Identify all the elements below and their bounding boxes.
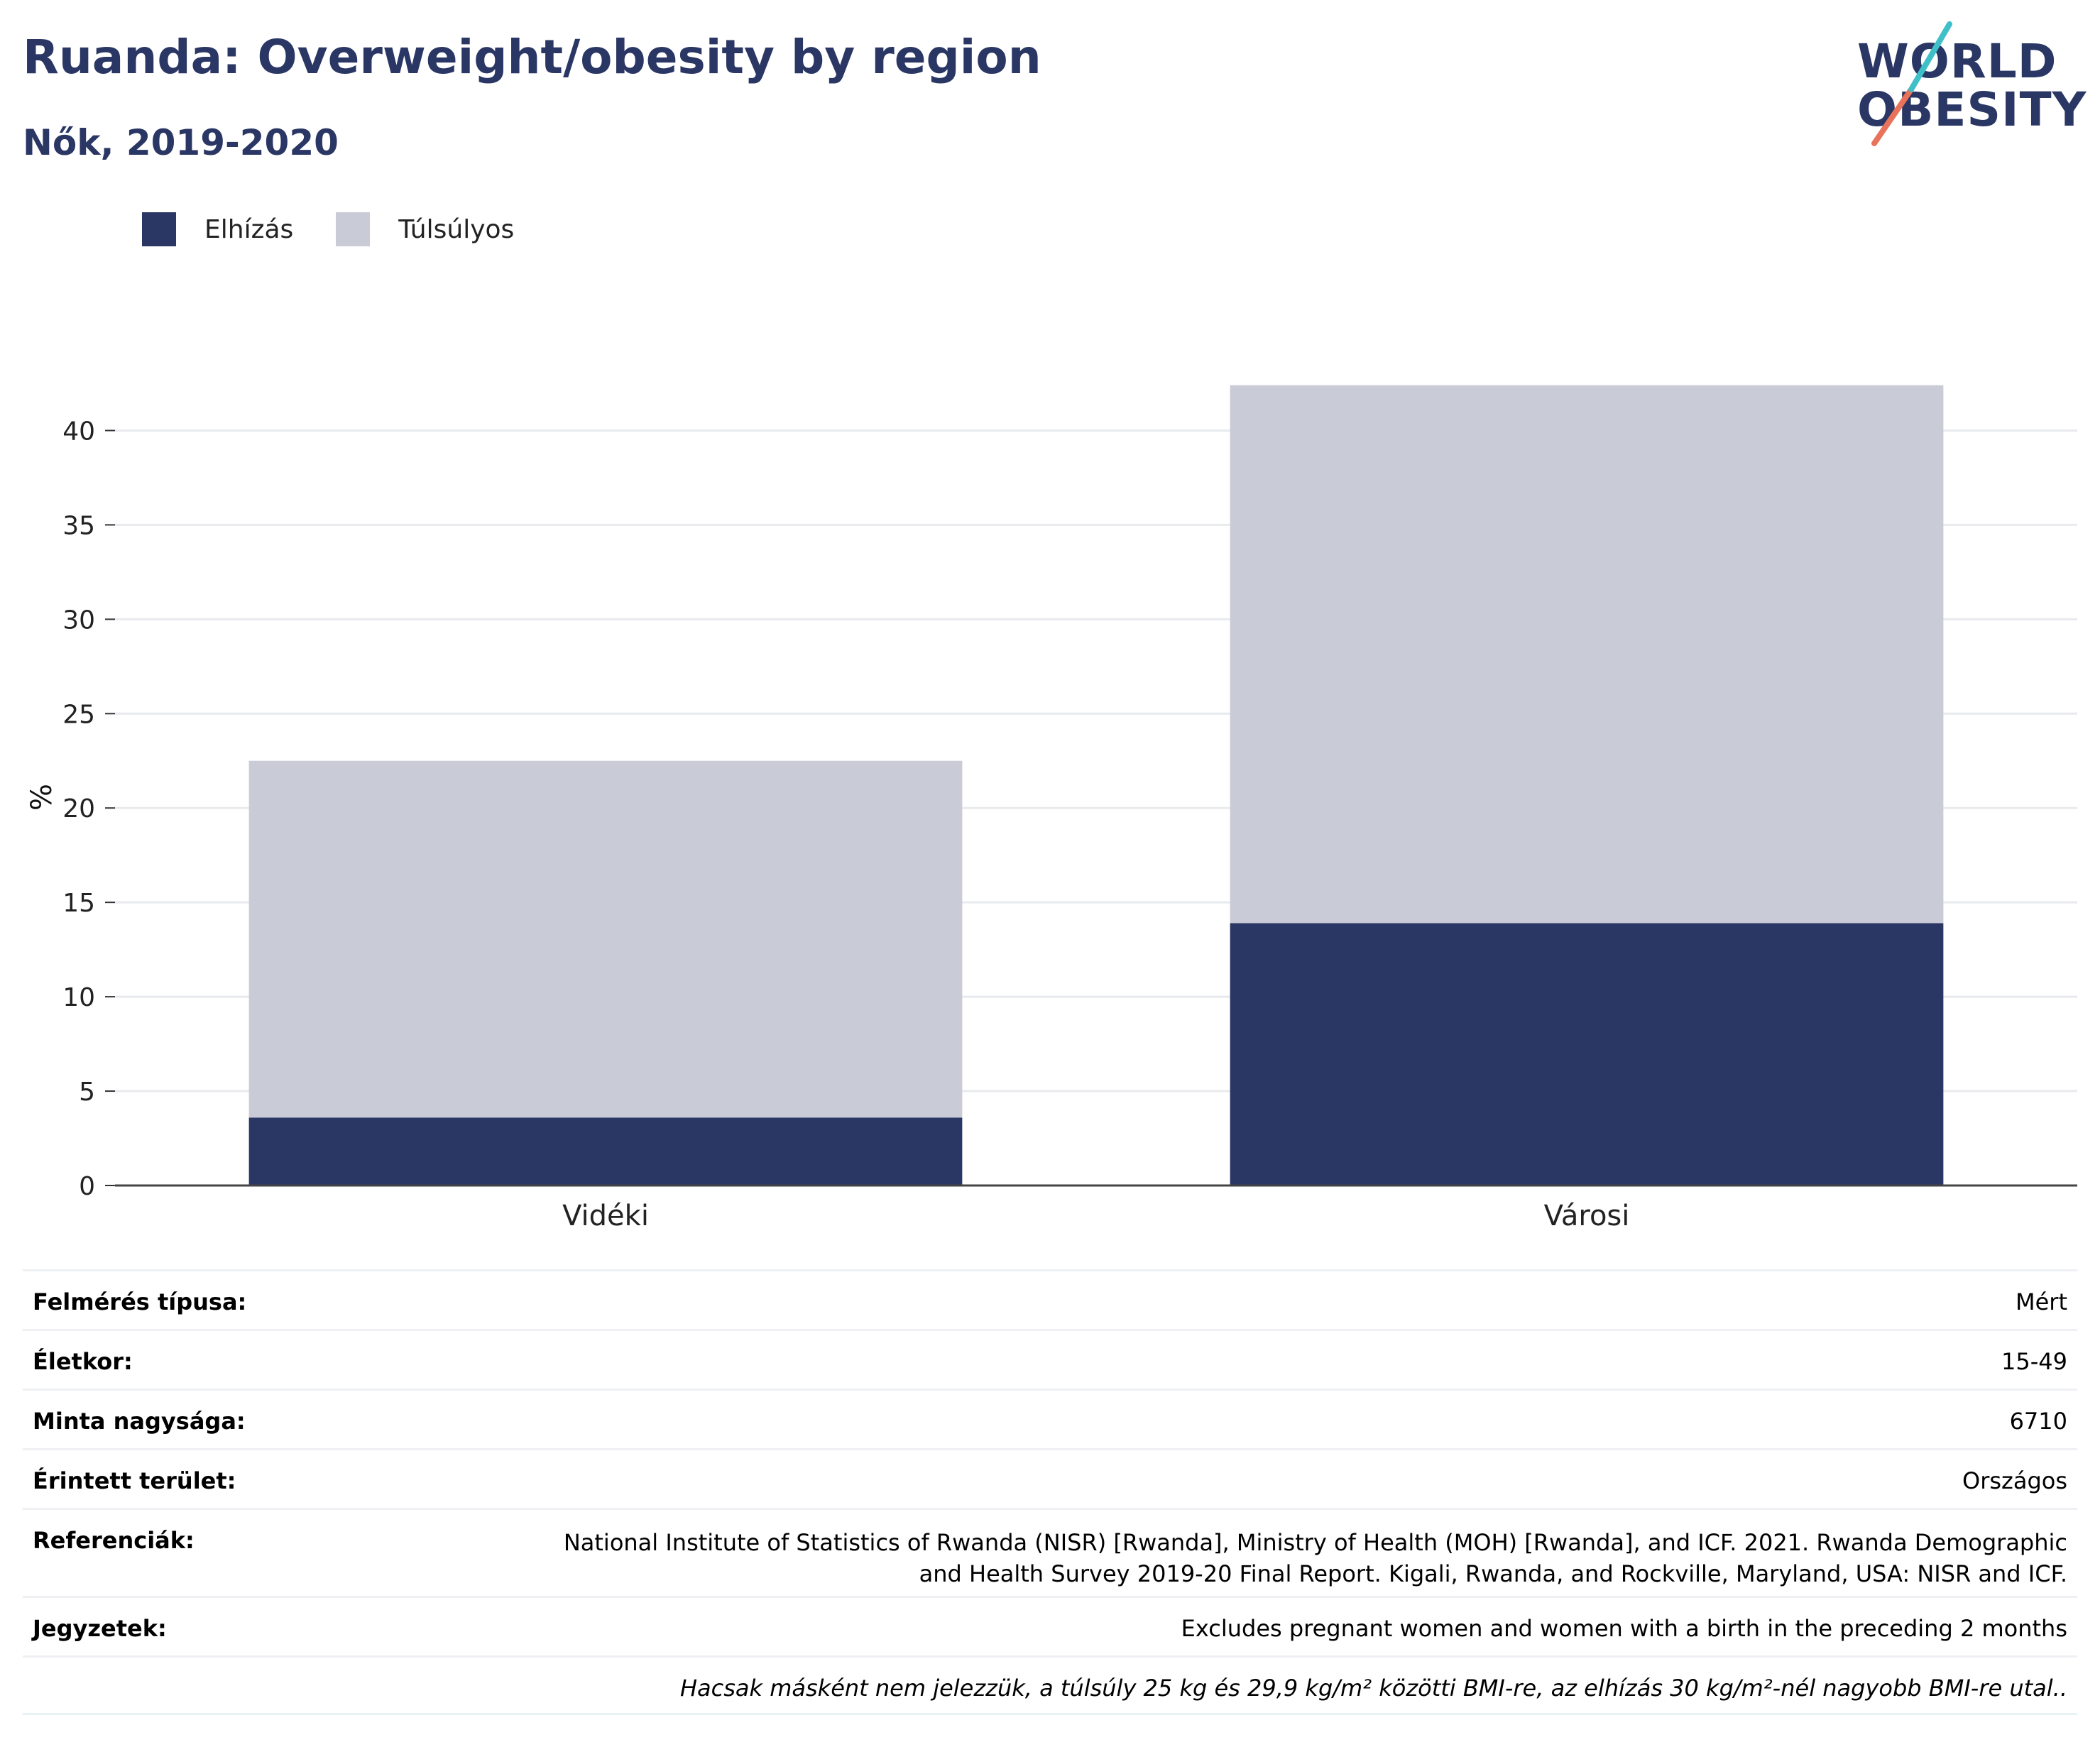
y-tick-label: 15 <box>62 889 95 918</box>
meta-key-survey-type: Felmérés típusa: <box>33 1288 247 1315</box>
chart-subtitle: Nők, 2019-2020 <box>23 122 339 163</box>
meta-key-age: Életkor: <box>33 1348 133 1375</box>
bar-obesity-varosi <box>1230 923 1944 1185</box>
y-tick-label: 40 <box>62 417 95 446</box>
x-tick-label: Városi <box>1544 1200 1630 1232</box>
logo-slash-icon <box>1871 21 1952 146</box>
legend-label-obesity: Elhízás <box>204 214 294 244</box>
bar-obesity-videki <box>248 1117 963 1185</box>
world-obesity-logo: WORLD OBESITY <box>1846 21 2087 149</box>
chart-legend: Elhízás Túlsúlyos <box>142 212 557 247</box>
meta-value-sample-size: 6710 <box>2009 1408 2067 1435</box>
y-tick-label: 25 <box>62 700 95 729</box>
metadata-table: Felmérés típusa: Mért Életkor: 15-49 Min… <box>23 1269 2077 1715</box>
footnote-text: Hacsak másként nem jelezzük, a túlsúly 2… <box>679 1675 2067 1702</box>
y-tick-label: 5 <box>79 1078 95 1107</box>
y-tick-label: 20 <box>62 794 95 823</box>
meta-row-age: Életkor: 15-49 <box>23 1329 2077 1389</box>
meta-row-sample-size: Minta nagysága: 6710 <box>23 1389 2077 1448</box>
meta-value-survey-type: Mért <box>2016 1288 2067 1315</box>
meta-row-area: Érintett terület: Országos <box>23 1448 2077 1508</box>
chart-title: Ruanda: Overweight/obesity by region <box>23 30 1041 84</box>
legend-item-overweight: Túlsúlyos <box>336 212 514 246</box>
meta-row-survey-type: Felmérés típusa: Mért <box>23 1269 2077 1329</box>
meta-value-notes: Excludes pregnant women and women with a… <box>1181 1615 2067 1642</box>
legend-label-overweight: Túlsúlyos <box>398 214 515 244</box>
meta-key-notes: Jegyzetek: <box>33 1615 167 1642</box>
y-tick-label: 0 <box>79 1172 95 1201</box>
meta-key-sample-size: Minta nagysága: <box>33 1408 246 1435</box>
bar-chart: 0 5 10 15 20 25 30 35 40% Vidéki Városi <box>26 385 2077 1232</box>
y-tick-label: 35 <box>62 511 95 540</box>
bar-overweight-varosi <box>1230 385 1944 924</box>
reference-line-2: and Health Survey 2019-20 Final Report. … <box>919 1560 2067 1587</box>
reference-line-1: National Institute of Statistics of Rwan… <box>563 1529 2067 1556</box>
meta-key-area: Érintett terület: <box>33 1467 236 1494</box>
meta-row-references: Referenciák: National Institute of Stati… <box>23 1508 2077 1596</box>
logo-text-world: WORLD <box>1857 34 2057 89</box>
y-tick-label: 30 <box>62 606 95 635</box>
legend-swatch-obesity <box>142 212 176 246</box>
meta-value-area: Országos <box>1962 1467 2067 1494</box>
meta-row-notes: Jegyzetek: Excludes pregnant women and w… <box>23 1596 2077 1655</box>
meta-key-references: Referenciák: <box>33 1527 195 1554</box>
meta-row-footnote: Hacsak másként nem jelezzük, a túlsúly 2… <box>23 1655 2077 1715</box>
meta-value-age: 15-49 <box>2001 1348 2067 1375</box>
y-tick-label: 10 <box>62 983 95 1012</box>
x-tick-label: Vidéki <box>562 1200 649 1232</box>
y-axis-label: % <box>26 784 58 811</box>
meta-value-references: National Institute of Statistics of Rwan… <box>505 1527 2067 1589</box>
legend-swatch-overweight <box>336 212 371 246</box>
legend-item-obesity: Elhízás <box>142 212 293 246</box>
bar-overweight-videki <box>248 760 963 1118</box>
